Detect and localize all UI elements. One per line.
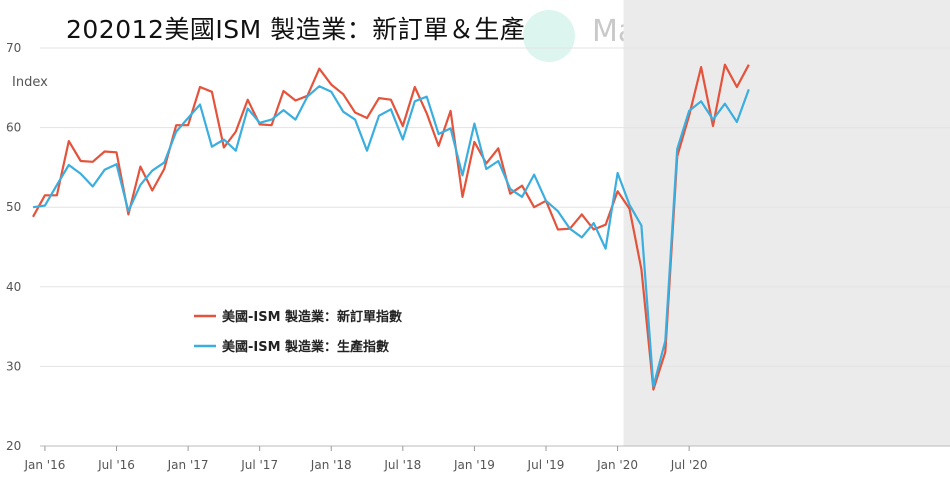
y-tick-label: 40 — [6, 280, 21, 294]
x-tick-label: Jul '19 — [527, 458, 565, 472]
series-line-production — [32, 85, 750, 388]
series-layer — [32, 63, 750, 391]
x-tick-label: Jul '18 — [383, 458, 421, 472]
gridlines — [40, 47, 950, 447]
x-tick-label: Jan '18 — [310, 458, 352, 472]
y-tick-label: 50 — [6, 200, 21, 214]
x-tick-label: Jul '20 — [670, 458, 708, 472]
legend-label: 美國-ISM 製造業：生產指數 — [222, 339, 389, 355]
shaded-region-layer — [623, 0, 950, 446]
x-tick-label: Jan '16 — [23, 458, 65, 472]
y-axis-label: Index — [12, 75, 48, 90]
x-tick-label: Jul '16 — [97, 458, 135, 472]
x-tick-label: Jul '17 — [240, 458, 278, 472]
y-tick-label: 70 — [6, 41, 21, 55]
x-tick-label: Jan '20 — [596, 458, 638, 472]
series-line-new-orders — [32, 63, 750, 391]
y-tick-label: 20 — [6, 439, 21, 453]
recession-shade — [623, 0, 950, 446]
chart-title: 202012美國ISM 製造業：新訂單＆生產 — [66, 15, 526, 44]
watermark-logo-dot — [523, 10, 575, 62]
x-tick-label: Jan '17 — [167, 458, 209, 472]
y-tick-label: 30 — [6, 359, 21, 373]
axes: Index 20 30 40 50 60 70 Jan '16 Jul '16 Jan '17 J… — [6, 41, 708, 472]
legend-label: 美國-ISM 製造業：新訂單指數 — [222, 309, 402, 325]
x-tick-label: Jan '19 — [453, 458, 495, 472]
y-tick-label: 60 — [6, 121, 21, 135]
